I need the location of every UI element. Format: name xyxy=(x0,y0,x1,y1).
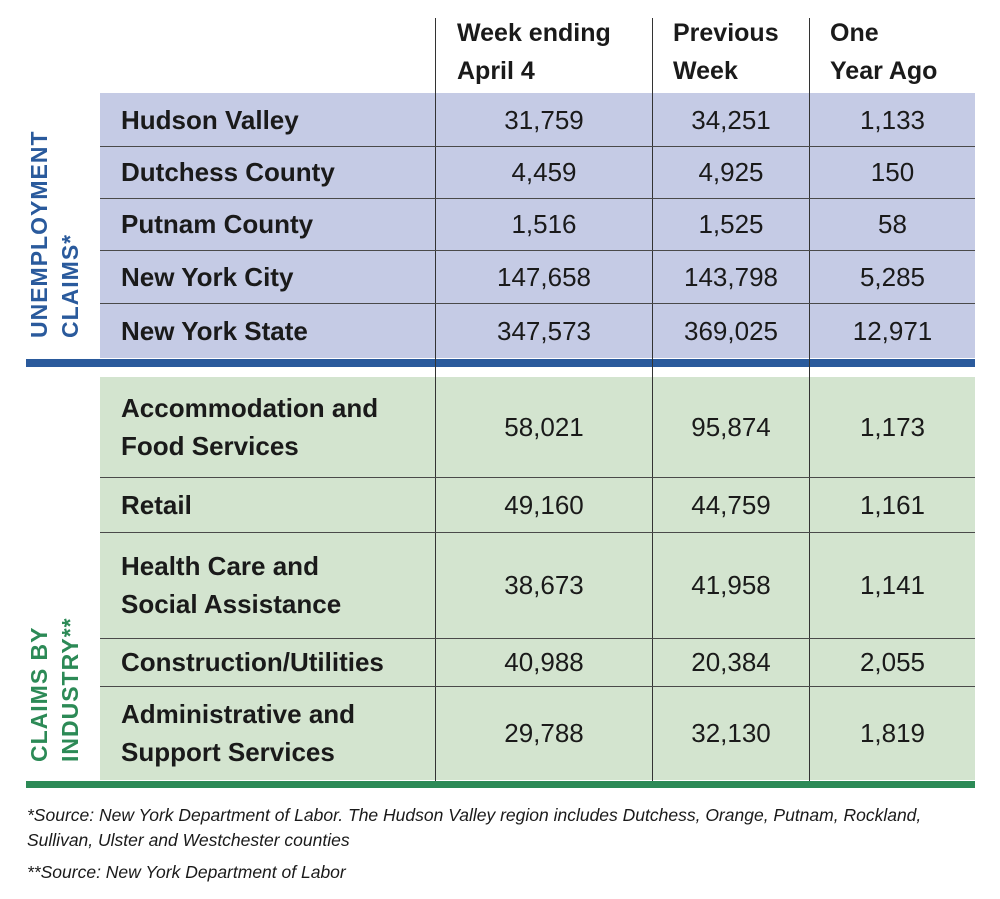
row-label: Construction/Utilities xyxy=(121,638,435,686)
row-divider xyxy=(100,303,975,304)
unemployment-claims-label: UNEMPLOYMENT CLAIMS* xyxy=(24,131,86,339)
row-divider xyxy=(100,250,975,251)
header-previous-week-line2: Week xyxy=(673,57,738,85)
row-label: Accommodation and Food Services xyxy=(121,377,435,477)
header-week-ending: Week ending April 4 xyxy=(457,14,611,90)
one-year-ago-value: 150 xyxy=(870,157,915,187)
unemployment-row: New York State 347,573 369,025 12,971 xyxy=(100,303,975,358)
row-label-line: Social Assistance xyxy=(121,589,342,619)
row-label-line: New York State xyxy=(121,315,308,346)
one-year-ago-value: 1,173 xyxy=(859,412,926,442)
week-ending-value: 29,788 xyxy=(504,718,584,748)
week-ending-value: 347,573 xyxy=(497,315,591,346)
week-ending-value: 58,021 xyxy=(504,412,584,442)
previous-week-value: 95,874 xyxy=(691,412,771,442)
column-divider-2 xyxy=(652,18,653,781)
row-divider xyxy=(100,146,975,147)
unemployment-row: Hudson Valley 31,759 34,251 1,133 xyxy=(100,93,975,146)
previous-week-value: 1,525 xyxy=(698,209,764,239)
one-year-ago-value: 1,133 xyxy=(859,104,926,135)
unemployment-row: New York City 147,658 143,798 5,285 xyxy=(100,250,975,303)
week-ending-value: 147,658 xyxy=(497,261,591,292)
row-label: New York State xyxy=(121,303,435,358)
row-label: New York City xyxy=(121,250,435,303)
one-year-ago-value: 1,161 xyxy=(859,489,926,520)
row-label-line: Accommodation and xyxy=(121,393,379,423)
row-label-line: Dutchess County xyxy=(121,157,335,187)
header-one-year-ago-line1: One xyxy=(830,19,879,47)
row-label-line: Construction/Utilities xyxy=(121,647,384,677)
industry-rule xyxy=(26,781,975,788)
one-year-ago-value: 2,055 xyxy=(859,647,926,677)
previous-week-value: 369,025 xyxy=(684,315,778,346)
industry-row: Administrative and Support Services 29,788… xyxy=(100,686,975,780)
previous-week-value: 34,251 xyxy=(691,104,771,135)
row-label-line: Hudson Valley xyxy=(121,104,299,135)
unemployment-row: Dutchess County 4,459 4,925 150 xyxy=(100,146,975,198)
one-year-ago-value: 5,285 xyxy=(859,261,926,292)
previous-week-value: 20,384 xyxy=(691,647,771,677)
previous-week-value: 4,925 xyxy=(698,157,764,187)
claims-by-industry-label-line2: INDUSTRY** xyxy=(57,617,83,762)
row-label: Putnam County xyxy=(121,198,435,250)
footnote-2: **Source: New York Department of Labor xyxy=(27,862,346,882)
week-ending-value: 31,759 xyxy=(504,104,584,135)
row-label-line: Putnam County xyxy=(121,209,314,239)
industry-row: Construction/Utilities 40,988 20,384 2,055 xyxy=(100,638,975,686)
week-ending-value: 49,160 xyxy=(504,489,584,520)
industry-row: Health Care and Social Assistance 38,673 41… xyxy=(100,532,975,638)
row-label: Retail xyxy=(121,477,435,532)
previous-week-value: 32,130 xyxy=(691,718,771,748)
unemployment-rule xyxy=(26,359,975,367)
industry-row: Accommodation and Food Services 58,021 95,8… xyxy=(100,377,975,477)
column-divider-3 xyxy=(809,18,810,781)
row-divider xyxy=(100,532,975,533)
claims-by-industry-label: CLAIMS BY INDUSTRY** xyxy=(24,617,86,762)
row-label-line: New York City xyxy=(121,261,294,292)
row-label: Hudson Valley xyxy=(121,93,435,146)
header-week-ending-line1: Week ending xyxy=(457,19,611,47)
previous-week-value: 41,958 xyxy=(691,570,771,600)
row-label-line: Support Services xyxy=(121,737,335,767)
row-label-line: Retail xyxy=(121,489,192,520)
row-divider xyxy=(100,198,975,199)
row-label: Administrative and Support Services xyxy=(121,686,435,780)
header-previous-week: Previous Week xyxy=(673,14,779,90)
unemployment-claims-label-line1: UNEMPLOYMENT xyxy=(26,130,52,339)
row-divider xyxy=(100,638,975,639)
header-previous-week-line1: Previous xyxy=(673,19,779,47)
row-divider xyxy=(100,477,975,478)
previous-week-value: 143,798 xyxy=(684,261,778,292)
industry-band xyxy=(100,377,975,780)
claims-by-industry-label-line1: CLAIMS BY xyxy=(26,626,52,763)
row-label-line: Administrative and xyxy=(121,699,356,729)
unemployment-band xyxy=(100,93,975,358)
row-label-line: Food Services xyxy=(121,431,299,461)
industry-row: Retail 49,160 44,759 1,161 xyxy=(100,477,975,532)
previous-week-value: 44,759 xyxy=(691,489,771,520)
one-year-ago-value: 1,141 xyxy=(859,570,926,600)
one-year-ago-value: 1,819 xyxy=(859,718,926,748)
week-ending-value: 38,673 xyxy=(504,570,584,600)
unemployment-row: Putnam County 1,516 1,525 58 xyxy=(100,198,975,250)
week-ending-value: 1,516 xyxy=(511,209,577,239)
header-week-ending-line2: April 4 xyxy=(457,57,535,85)
header-one-year-ago-line2: Year Ago xyxy=(830,57,938,85)
one-year-ago-value: 58 xyxy=(878,209,907,239)
footnote-1: *Source: New York Department of Labor. T… xyxy=(27,805,922,850)
row-label: Health Care and Social Assistance xyxy=(121,532,435,638)
row-label: Dutchess County xyxy=(121,146,435,198)
week-ending-value: 4,459 xyxy=(511,157,577,187)
column-divider-1 xyxy=(435,18,436,781)
week-ending-value: 40,988 xyxy=(504,647,584,677)
row-label-line: Health Care and xyxy=(121,551,319,581)
header-one-year-ago: One Year Ago xyxy=(830,14,937,90)
unemployment-claims-label-line2: CLAIMS* xyxy=(57,233,83,338)
row-divider xyxy=(100,686,975,687)
one-year-ago-value: 12,971 xyxy=(852,315,933,346)
